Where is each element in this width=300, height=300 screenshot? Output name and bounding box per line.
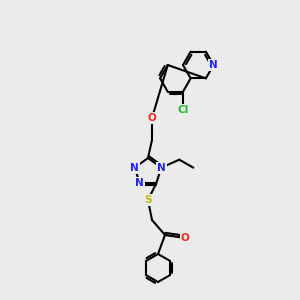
Text: O: O	[148, 113, 156, 123]
Text: N: N	[157, 163, 166, 173]
Text: N: N	[209, 60, 218, 70]
Text: O: O	[181, 233, 189, 243]
Text: N: N	[135, 178, 144, 188]
Text: N: N	[130, 163, 139, 173]
Text: S: S	[144, 195, 152, 205]
Text: Cl: Cl	[177, 105, 189, 115]
